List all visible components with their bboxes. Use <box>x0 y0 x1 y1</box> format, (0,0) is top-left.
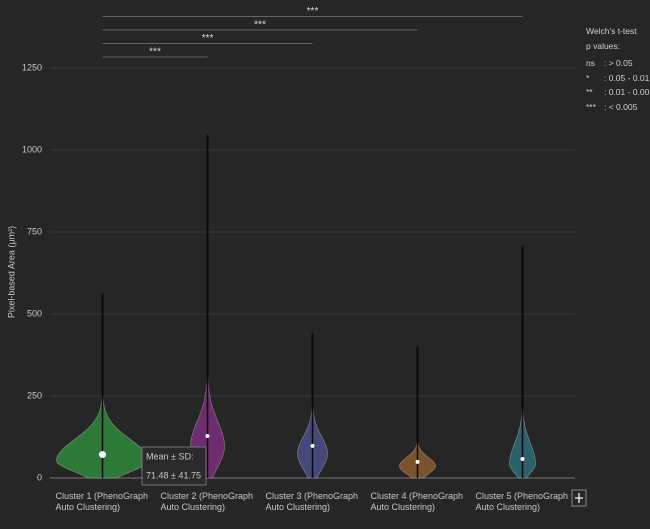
mean-marker <box>415 459 420 464</box>
significance-label: *** <box>254 20 266 31</box>
legend-range: : < 0.005 <box>604 101 638 112</box>
add-icon <box>575 493 583 503</box>
legend-subtitle: p values: <box>586 41 621 51</box>
significance-label: *** <box>307 6 319 17</box>
add-button[interactable] <box>571 489 587 507</box>
x-tick-label: Cluster 4 (PhenoGraph Auto Clustering) <box>370 491 464 512</box>
y-axis-label: Pixel-based Area (μm²) <box>6 226 16 318</box>
legend-range: : 0.05 - 0.01 <box>604 72 650 83</box>
tooltip-text: 71.48 ± 41.75 <box>146 470 201 480</box>
mean-marker <box>310 443 315 448</box>
y-tick-label: 1000 <box>22 144 42 154</box>
y-tick-label: 250 <box>27 390 42 400</box>
significance-label: *** <box>149 47 161 58</box>
mean-marker <box>99 451 106 459</box>
legend-symbol: *** <box>586 101 596 112</box>
legend-symbol: * <box>586 72 590 83</box>
legend-title: Welch's t-test <box>586 26 637 36</box>
x-tick-label: Cluster 1 (PhenoGraph Auto Clustering) <box>55 491 149 512</box>
y-tick-label: 500 <box>27 308 42 318</box>
x-tick-label: Cluster 5 (PhenoGraph Auto Clustering) <box>475 491 569 512</box>
tooltip-title: Mean ± SD: <box>146 451 193 461</box>
legend-range: : > 0.05 <box>604 58 633 68</box>
x-tick-label: Cluster 2 (PhenoGraph Auto Clustering) <box>160 491 254 512</box>
legend-range: : 0.01 - 0.005 <box>604 87 650 97</box>
y-tick-label: 750 <box>27 226 42 236</box>
tooltip-box <box>141 446 207 486</box>
legend-symbol: ns <box>586 58 595 68</box>
y-tick-label: 0 <box>37 472 42 482</box>
significance-label: *** <box>202 33 214 44</box>
legend-symbol: ** <box>586 87 593 97</box>
x-tick-label: Cluster 3 (PhenoGraph Auto Clustering) <box>265 491 359 512</box>
mean-marker <box>205 434 210 439</box>
y-tick-label: 1250 <box>22 62 42 72</box>
mean-marker <box>520 456 525 461</box>
